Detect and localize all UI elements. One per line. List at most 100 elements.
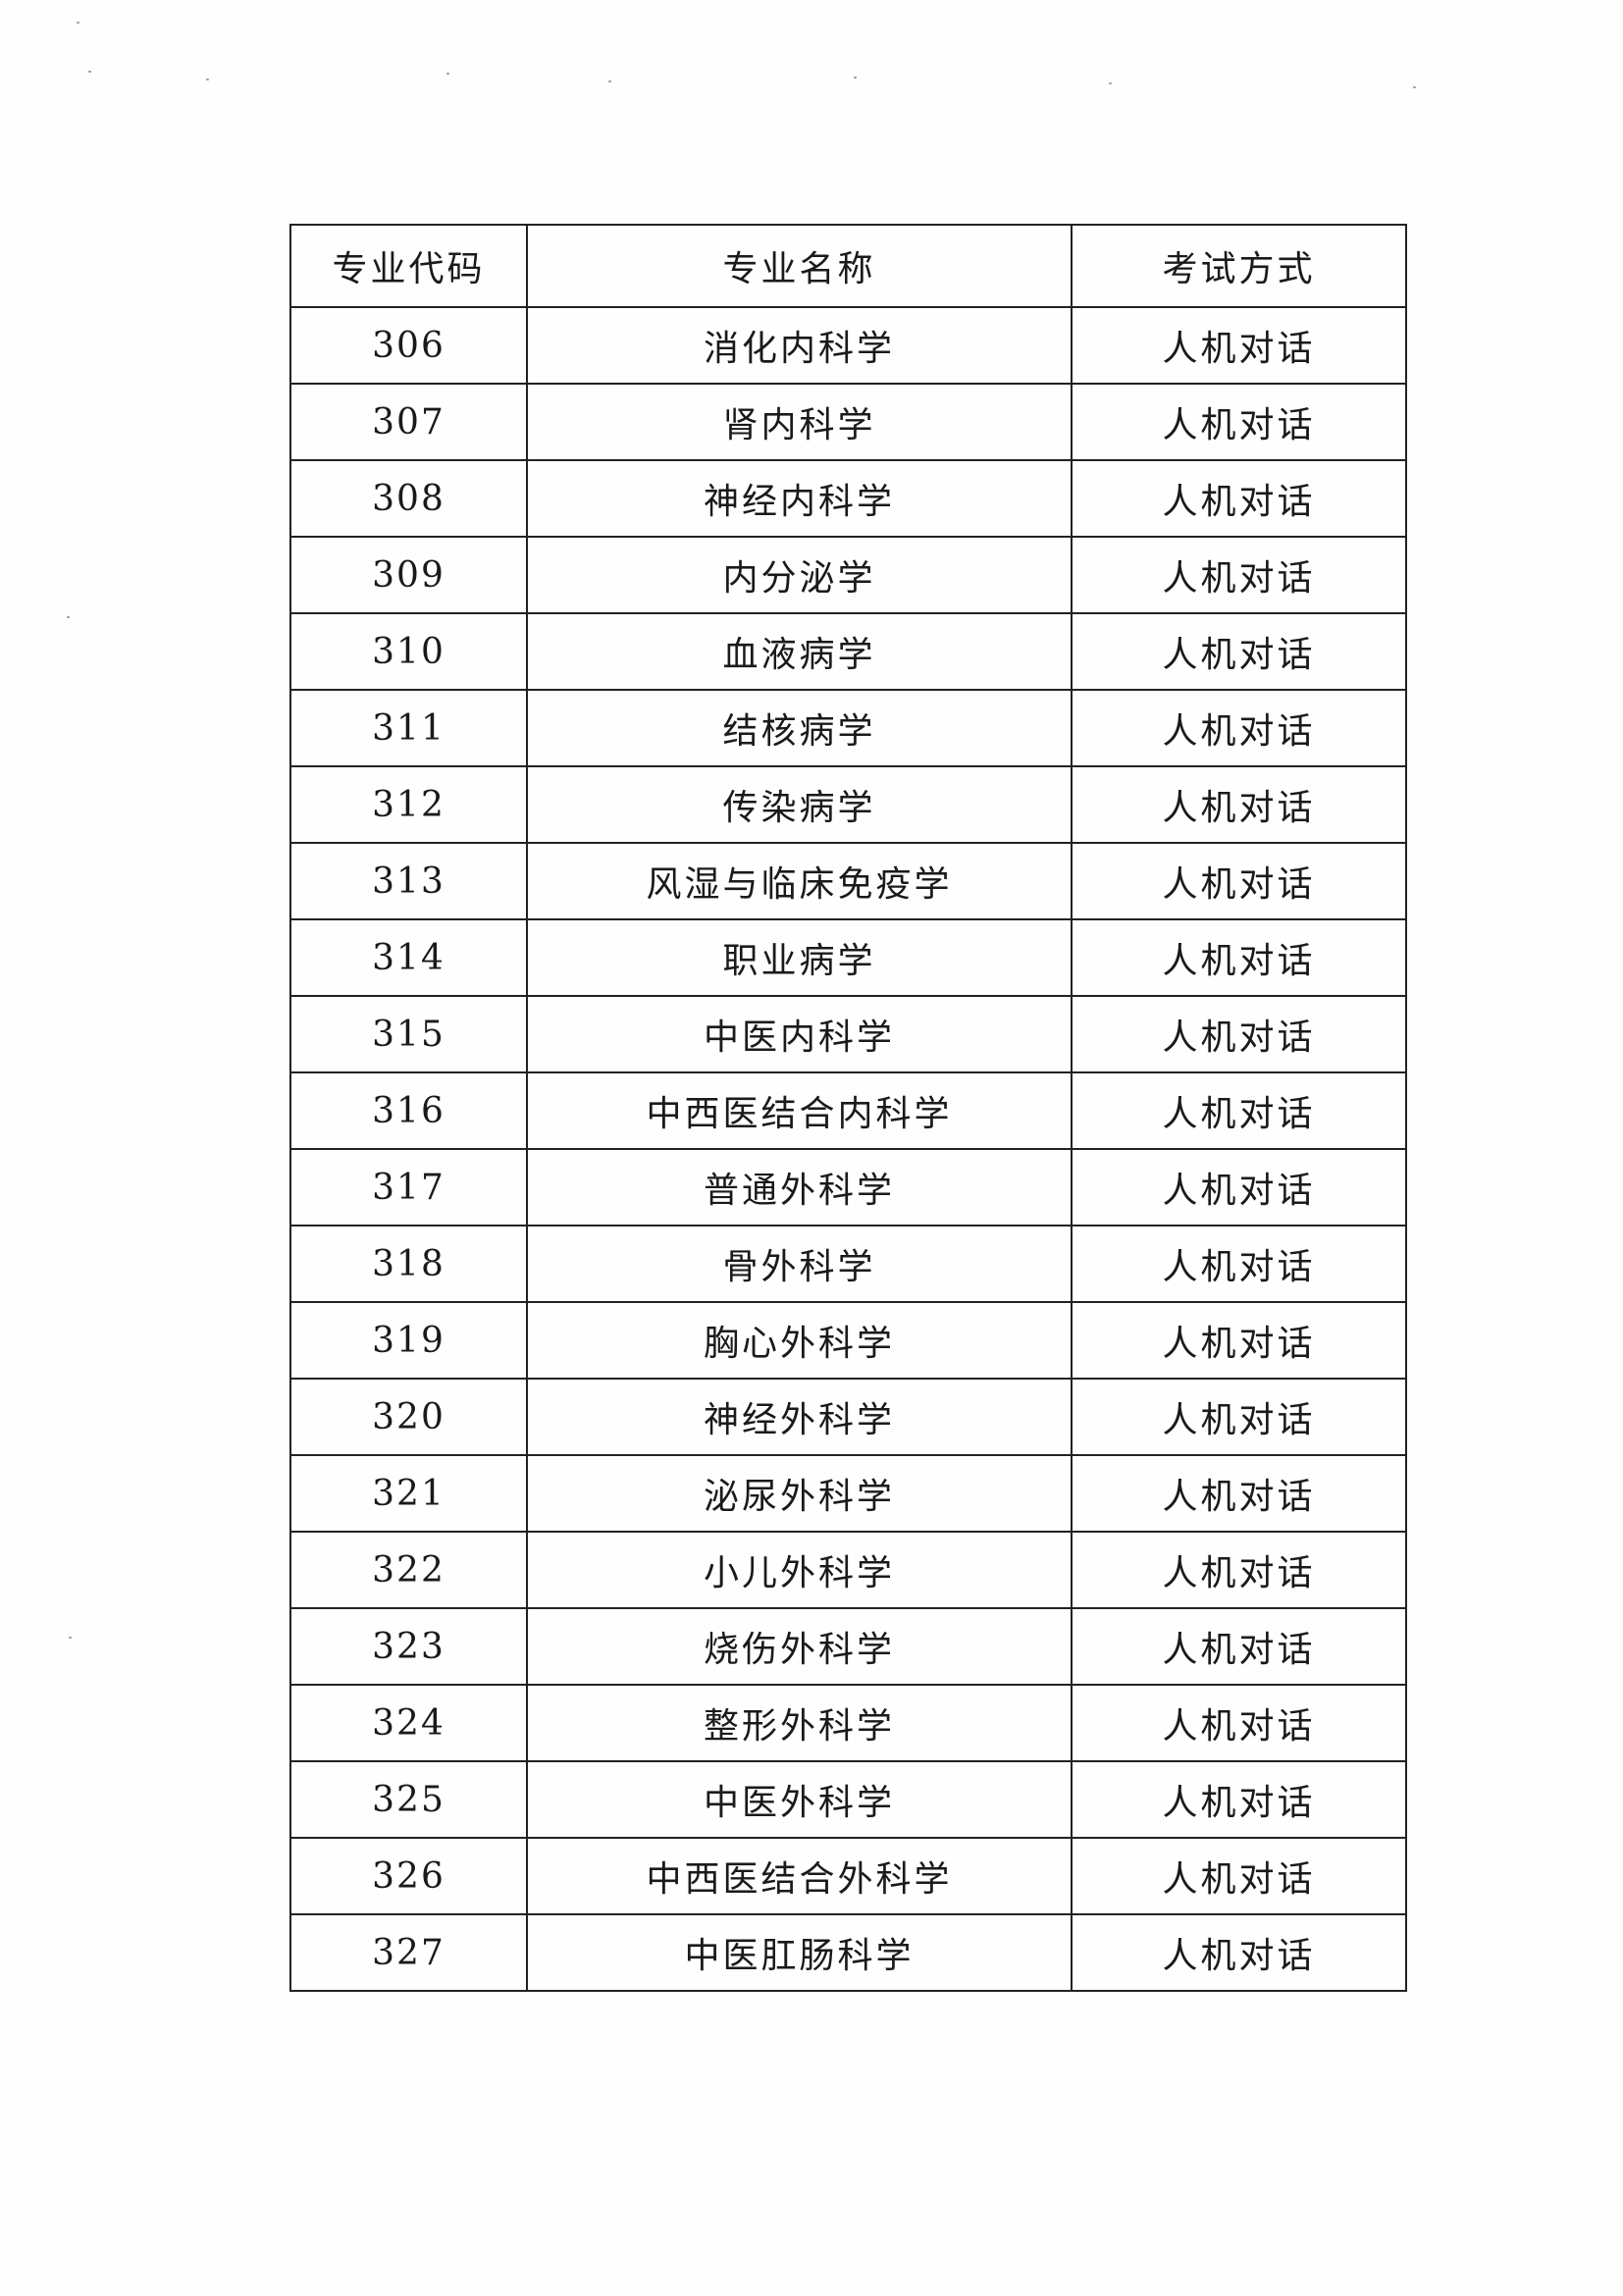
specialty-name: 内分泌学 [526,536,1073,614]
header-exam-mode: 考试方式 [1071,224,1407,308]
table-row: 309 内分泌学 人机对话 [289,536,1407,614]
specialty-code: 326 [289,1837,528,1915]
specialty-code: 310 [289,612,528,691]
scan-speck [67,616,70,618]
table-row: 315 中医内科学 人机对话 [289,995,1407,1073]
specialty-code: 322 [289,1531,528,1609]
specialty-code: 323 [289,1607,528,1686]
specialty-code: 311 [289,689,528,767]
specialty-name: 胸心外科学 [526,1301,1073,1380]
header-specialty-code: 专业代码 [289,224,528,308]
specialty-code: 317 [289,1148,528,1226]
scan-speck [206,78,209,80]
specialty-name: 风湿与临床免疫学 [526,842,1073,920]
specialty-name: 职业病学 [526,918,1073,997]
exam-mode: 人机对话 [1071,918,1407,997]
table-row: 325 中医外科学 人机对话 [289,1760,1407,1839]
table-row: 310 血液病学 人机对话 [289,612,1407,691]
table-body: 306 消化内科学 人机对话 307 肾内科学 人机对话 308 神经内科学 人机对话 30… [289,306,1407,1992]
specialty-name: 结核病学 [526,689,1073,767]
specialty-code: 312 [289,765,528,844]
table-row: 322 小儿外科学 人机对话 [289,1531,1407,1609]
specialty-code: 321 [289,1454,528,1533]
exam-mode: 人机对话 [1071,842,1407,920]
specialty-name: 肾内科学 [526,383,1073,461]
specialty-exam-table: 专业代码 专业名称 考试方式 306 消化内科学 人机对话 307 肾内科学 人机对话 … [289,224,1407,1992]
specialty-code: 313 [289,842,528,920]
scan-speck [69,1637,72,1639]
specialty-code: 314 [289,918,528,997]
exam-mode: 人机对话 [1071,689,1407,767]
specialty-code: 324 [289,1684,528,1762]
table-header-row: 专业代码 专业名称 考试方式 [289,224,1407,308]
exam-mode: 人机对话 [1071,1913,1407,1992]
exam-mode: 人机对话 [1071,1454,1407,1533]
specialty-name: 传染病学 [526,765,1073,844]
scan-speck [1413,86,1416,88]
table-row: 324 整形外科学 人机对话 [289,1684,1407,1762]
table-row: 320 神经外科学 人机对话 [289,1378,1407,1456]
table-row: 327 中医肛肠科学 人机对话 [289,1913,1407,1992]
specialty-code: 316 [289,1071,528,1150]
exam-mode: 人机对话 [1071,1837,1407,1915]
exam-mode: 人机对话 [1071,1301,1407,1380]
specialty-name: 泌尿外科学 [526,1454,1073,1533]
specialty-code: 307 [289,383,528,461]
specialty-code: 308 [289,459,528,538]
table-row: 306 消化内科学 人机对话 [289,306,1407,385]
specialty-name: 整形外科学 [526,1684,1073,1762]
table-row: 319 胸心外科学 人机对话 [289,1301,1407,1380]
table-row: 318 骨外科学 人机对话 [289,1225,1407,1303]
specialty-code: 306 [289,306,528,385]
specialty-name: 中医肛肠科学 [526,1913,1073,1992]
specialty-name: 中西医结合外科学 [526,1837,1073,1915]
scan-speck [446,73,449,75]
scan-speck [88,71,91,73]
exam-mode: 人机对话 [1071,459,1407,538]
exam-mode: 人机对话 [1071,995,1407,1073]
exam-mode: 人机对话 [1071,1760,1407,1839]
specialty-name: 消化内科学 [526,306,1073,385]
table-row: 323 烧伤外科学 人机对话 [289,1607,1407,1686]
specialty-code: 318 [289,1225,528,1303]
exam-mode: 人机对话 [1071,1378,1407,1456]
table-row: 307 肾内科学 人机对话 [289,383,1407,461]
specialty-name: 中医内科学 [526,995,1073,1073]
specialty-name: 神经内科学 [526,459,1073,538]
table-row: 316 中西医结合内科学 人机对话 [289,1071,1407,1150]
exam-mode: 人机对话 [1071,383,1407,461]
exam-mode: 人机对话 [1071,1148,1407,1226]
exam-mode: 人机对话 [1071,536,1407,614]
exam-mode: 人机对话 [1071,306,1407,385]
header-specialty-name: 专业名称 [526,224,1073,308]
table-row: 321 泌尿外科学 人机对话 [289,1454,1407,1533]
specialty-name: 小儿外科学 [526,1531,1073,1609]
table-row: 326 中西医结合外科学 人机对话 [289,1837,1407,1915]
scan-speck [608,80,611,82]
table-row: 314 职业病学 人机对话 [289,918,1407,997]
specialty-name: 神经外科学 [526,1378,1073,1456]
exam-mode: 人机对话 [1071,1607,1407,1686]
table-row: 317 普通外科学 人机对话 [289,1148,1407,1226]
scan-speck [1109,82,1112,84]
table-row: 308 神经内科学 人机对话 [289,459,1407,538]
specialty-code: 315 [289,995,528,1073]
specialty-code: 320 [289,1378,528,1456]
table-row: 313 风湿与临床免疫学 人机对话 [289,842,1407,920]
scan-speck [77,22,79,24]
specialty-code: 327 [289,1913,528,1992]
scan-speck [854,77,857,78]
specialty-code: 309 [289,536,528,614]
specialty-name: 烧伤外科学 [526,1607,1073,1686]
specialty-code: 319 [289,1301,528,1380]
specialty-name: 血液病学 [526,612,1073,691]
exam-mode: 人机对话 [1071,612,1407,691]
specialty-name: 普通外科学 [526,1148,1073,1226]
table-row: 312 传染病学 人机对话 [289,765,1407,844]
specialty-code: 325 [289,1760,528,1839]
exam-mode: 人机对话 [1071,1531,1407,1609]
exam-mode: 人机对话 [1071,1071,1407,1150]
specialty-name: 中西医结合内科学 [526,1071,1073,1150]
exam-mode: 人机对话 [1071,1225,1407,1303]
